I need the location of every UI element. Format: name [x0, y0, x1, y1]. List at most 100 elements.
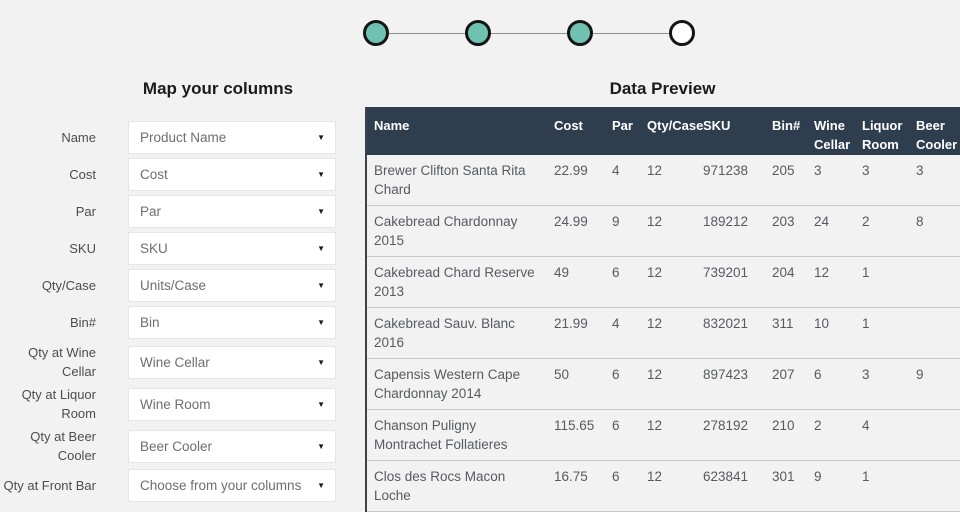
cell-sku: 897423 — [696, 358, 765, 410]
step-3-indicator[interactable] — [567, 20, 593, 46]
cell-sku: 189212 — [696, 205, 765, 257]
cell-par: 4 — [605, 307, 640, 359]
dropdown-value: Wine Room — [140, 396, 211, 412]
mapper-row-sku: SKU SKU ▼ — [0, 232, 340, 265]
cell-par: 9 — [605, 205, 640, 257]
cell-sku: 623841 — [696, 460, 765, 512]
data-preview-panel: Data Preview Name Cost Par Qty/Case SKU … — [365, 78, 960, 512]
dropdown-value: Par — [140, 204, 162, 219]
table-row: Cakebread Sauv. Blanc 2016 21.99 4 12 83… — [366, 307, 960, 359]
cell-wine-cellar: 10 — [807, 307, 855, 359]
column-header-cost: Cost — [547, 107, 605, 155]
step-4-indicator[interactable] — [669, 20, 695, 46]
sku-dropdown[interactable]: SKU ▼ — [128, 232, 336, 265]
cell-beer-cooler — [909, 256, 960, 308]
field-label: Qty at Beer Cooler — [30, 429, 96, 463]
par-dropdown[interactable]: Par ▼ — [128, 195, 336, 228]
chevron-down-icon: ▼ — [317, 318, 325, 327]
cell-par: 6 — [605, 358, 640, 410]
column-header-bin: Bin# — [765, 107, 807, 155]
cell-bin: 301 — [765, 460, 807, 512]
mapper-row-wine-cellar: Qty at Wine Cellar Wine Cellar ▼ — [0, 343, 340, 381]
chevron-down-icon: ▼ — [317, 399, 325, 409]
column-header-wine-cellar: Wine Cellar — [807, 107, 855, 155]
beer-cooler-dropdown[interactable]: Beer Cooler ▼ — [128, 429, 336, 463]
mapper-row-beer-cooler: Qty at Beer Cooler Beer Cooler ▼ — [0, 427, 340, 465]
cell-liquor-room: 1 — [855, 256, 909, 308]
cell-beer-cooler — [909, 409, 960, 461]
wine-cellar-dropdown[interactable]: Wine Cellar ▼ — [128, 345, 336, 379]
data-preview-table: Name Cost Par Qty/Case SKU Bin# Wine Cel… — [365, 107, 960, 512]
cell-sku: 832021 — [696, 307, 765, 359]
cell-name: Capensis Western Cape Chardonnay 2014 — [366, 358, 547, 410]
cell-cost: 50 — [547, 358, 605, 410]
table-row: Chanson Puligny Montrachet Follatieres 1… — [366, 409, 960, 461]
cell-beer-cooler — [909, 307, 960, 359]
cell-cost: 21.99 — [547, 307, 605, 359]
cell-qty-case: 12 — [640, 307, 696, 359]
cell-bin: 203 — [765, 205, 807, 257]
column-header-sku: SKU — [696, 107, 765, 155]
dropdown-value: Beer Cooler — [140, 438, 213, 454]
step-2-indicator[interactable] — [465, 20, 491, 46]
chevron-down-icon: ▼ — [317, 244, 325, 253]
step-connector — [491, 32, 567, 34]
column-mapper-panel: Map your columns Name Product Name ▼ Cos… — [0, 78, 340, 506]
mapper-title: Map your columns — [142, 79, 294, 98]
cell-beer-cooler — [909, 460, 960, 512]
liquor-room-dropdown[interactable]: Wine Room ▼ — [128, 387, 336, 421]
dropdown-value: Product Name — [140, 130, 227, 145]
step-connector — [389, 32, 465, 34]
cell-name: Cakebread Chardonnay 2015 — [366, 205, 547, 257]
field-label: Qty at Wine Cellar — [28, 345, 96, 379]
cost-dropdown[interactable]: Cost ▼ — [128, 158, 336, 191]
cell-bin: 204 — [765, 256, 807, 308]
cell-qty-case: 12 — [640, 205, 696, 257]
cell-beer-cooler: 3 — [909, 155, 960, 206]
mapper-row-front-bar: Qty at Front Bar Choose from your column… — [0, 469, 340, 502]
step-1-indicator[interactable] — [363, 20, 389, 46]
field-label: Cost — [69, 167, 96, 182]
column-header-beer-cooler: Beer Cooler — [909, 107, 960, 155]
cell-liquor-room: 2 — [855, 205, 909, 257]
cell-cost: 115.65 — [547, 409, 605, 461]
table-row: Cakebread Chardonnay 2015 24.99 9 12 189… — [366, 205, 960, 257]
cell-wine-cellar: 9 — [807, 460, 855, 512]
field-label: Qty at Liquor Room — [21, 387, 96, 421]
mapper-row-liquor-room: Qty at Liquor Room Wine Room ▼ — [0, 385, 340, 423]
cell-liquor-room: 4 — [855, 409, 909, 461]
progress-stepper — [363, 20, 695, 46]
chevron-down-icon: ▼ — [317, 481, 325, 490]
front-bar-dropdown[interactable]: Choose from your columns ▼ — [128, 469, 336, 502]
step-connector — [593, 32, 669, 34]
column-header-name: Name — [366, 107, 547, 155]
cell-wine-cellar: 24 — [807, 205, 855, 257]
cell-name: Cakebread Sauv. Blanc 2016 — [366, 307, 547, 359]
column-header-liquor-room: Liquor Room — [855, 107, 909, 155]
mapper-row-qty-case: Qty/Case Units/Case ▼ — [0, 269, 340, 302]
cell-liquor-room: 1 — [855, 307, 909, 359]
chevron-down-icon: ▼ — [317, 441, 325, 451]
cell-name: Clos des Rocs Macon Loche — [366, 460, 547, 512]
cell-beer-cooler: 9 — [909, 358, 960, 410]
cell-liquor-room: 1 — [855, 460, 909, 512]
table-row: Clos des Rocs Macon Loche 16.75 6 12 623… — [366, 460, 960, 512]
cell-cost: 16.75 — [547, 460, 605, 512]
dropdown-value: SKU — [140, 241, 168, 256]
cell-qty-case: 12 — [640, 155, 696, 206]
cell-bin: 311 — [765, 307, 807, 359]
field-label: Bin# — [69, 315, 96, 330]
name-dropdown[interactable]: Product Name ▼ — [128, 121, 336, 154]
mapper-row-bin: Bin# Bin ▼ — [0, 306, 340, 339]
field-label: Qty at Front Bar — [3, 478, 96, 493]
cell-wine-cellar: 3 — [807, 155, 855, 206]
cell-cost: 22.99 — [547, 155, 605, 206]
chevron-down-icon: ▼ — [317, 170, 325, 179]
bin-dropdown[interactable]: Bin ▼ — [128, 306, 336, 339]
cell-wine-cellar: 12 — [807, 256, 855, 308]
dropdown-value: Choose from your columns — [140, 478, 302, 493]
qty-case-dropdown[interactable]: Units/Case ▼ — [128, 269, 336, 302]
dropdown-value: Cost — [140, 167, 168, 182]
cell-par: 4 — [605, 155, 640, 206]
mapper-row-name: Name Product Name ▼ — [0, 121, 340, 154]
